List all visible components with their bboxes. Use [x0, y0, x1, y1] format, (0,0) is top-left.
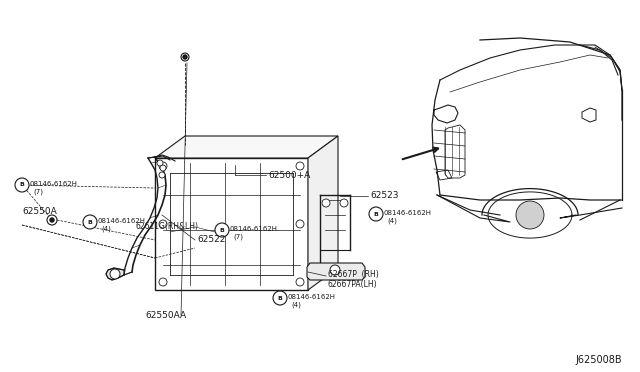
Circle shape	[273, 291, 287, 305]
Text: 08146-6162H: 08146-6162H	[288, 294, 336, 300]
Text: 62667PA(LH): 62667PA(LH)	[328, 279, 378, 289]
Polygon shape	[307, 263, 365, 280]
Text: 62611G(RH&LH): 62611G(RH&LH)	[135, 222, 198, 231]
Circle shape	[296, 278, 304, 286]
Circle shape	[296, 162, 304, 170]
Circle shape	[184, 55, 186, 58]
Text: B: B	[88, 219, 92, 224]
Text: 08146-6162H: 08146-6162H	[384, 210, 432, 216]
Text: (7): (7)	[233, 234, 243, 240]
Circle shape	[330, 265, 340, 275]
Text: 62550A: 62550A	[22, 208, 57, 217]
Text: (4): (4)	[101, 226, 111, 232]
Circle shape	[159, 162, 167, 170]
Circle shape	[47, 215, 57, 225]
Circle shape	[516, 201, 544, 229]
Text: 62667P  (RH): 62667P (RH)	[328, 269, 379, 279]
Text: 08146-6162H: 08146-6162H	[230, 226, 278, 232]
Text: (4): (4)	[387, 218, 397, 224]
Circle shape	[296, 220, 304, 228]
Circle shape	[159, 172, 165, 178]
Circle shape	[110, 269, 120, 279]
Circle shape	[50, 218, 54, 222]
Text: 62523: 62523	[370, 192, 399, 201]
Text: B: B	[220, 228, 225, 232]
Text: 62500+A: 62500+A	[268, 170, 310, 180]
Text: 62522: 62522	[197, 235, 225, 244]
Text: B: B	[20, 183, 24, 187]
Circle shape	[15, 178, 29, 192]
Text: B: B	[374, 212, 378, 217]
Circle shape	[340, 199, 348, 207]
Polygon shape	[106, 268, 124, 280]
Text: J625008B: J625008B	[575, 355, 621, 365]
Circle shape	[159, 278, 167, 286]
Circle shape	[369, 207, 383, 221]
Circle shape	[83, 215, 97, 229]
Circle shape	[159, 220, 167, 228]
Text: 08146-6162H: 08146-6162H	[98, 218, 146, 224]
Circle shape	[215, 223, 229, 237]
Polygon shape	[308, 136, 338, 290]
Circle shape	[183, 55, 187, 59]
Circle shape	[322, 199, 330, 207]
Circle shape	[160, 165, 166, 171]
Text: 08146-6162H: 08146-6162H	[30, 181, 78, 187]
Text: 62550AA: 62550AA	[145, 311, 186, 320]
Polygon shape	[155, 136, 338, 158]
Circle shape	[157, 160, 163, 166]
Text: (4): (4)	[291, 302, 301, 308]
Circle shape	[51, 218, 54, 221]
Text: B: B	[278, 295, 282, 301]
Text: (7): (7)	[33, 189, 43, 195]
Circle shape	[181, 53, 189, 61]
